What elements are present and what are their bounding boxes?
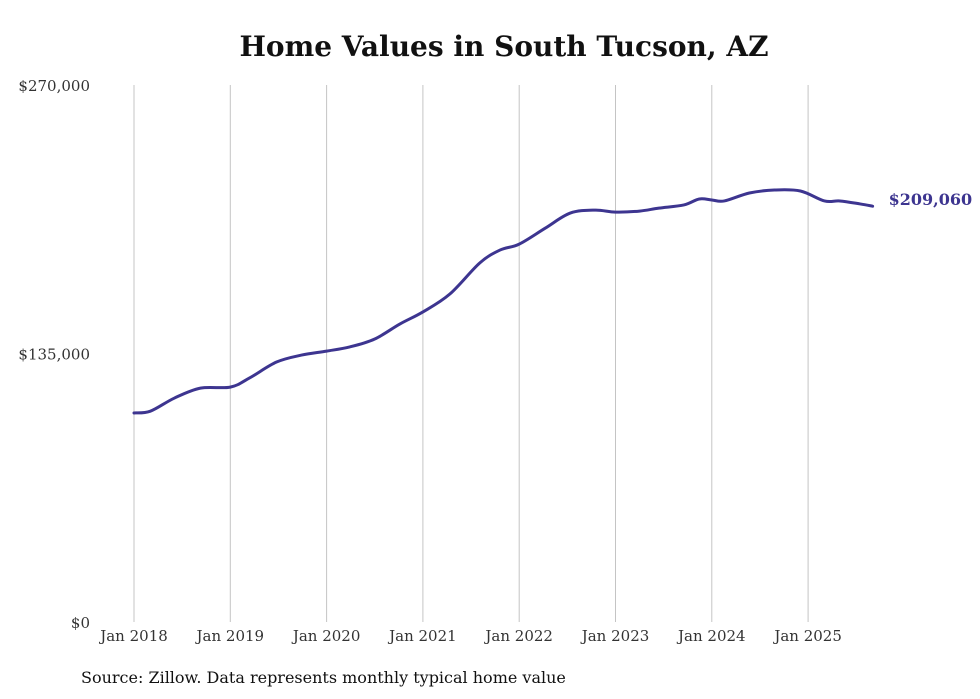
y-tick-label: $270,000	[18, 77, 90, 95]
x-tick-label: Jan 2022	[483, 627, 553, 645]
x-tick-label: Jan 2025	[772, 627, 842, 645]
x-tick-label: Jan 2018	[98, 627, 168, 645]
x-tick-label: Jan 2021	[387, 627, 457, 645]
source-note: Source: Zillow. Data represents monthly …	[81, 668, 566, 687]
end-value-label: $209,060	[889, 190, 973, 209]
x-tick-label: Jan 2024	[676, 627, 746, 645]
chart-title: Home Values in South Tucson, AZ	[239, 30, 769, 63]
y-tick-label: $135,000	[18, 346, 90, 364]
x-tick-label: Jan 2020	[291, 627, 361, 645]
y-tick-label: $0	[71, 614, 90, 632]
series-line	[132, 188, 875, 415]
x-tick-label: Jan 2019	[195, 627, 265, 645]
x-tick-label: Jan 2023	[580, 627, 650, 645]
